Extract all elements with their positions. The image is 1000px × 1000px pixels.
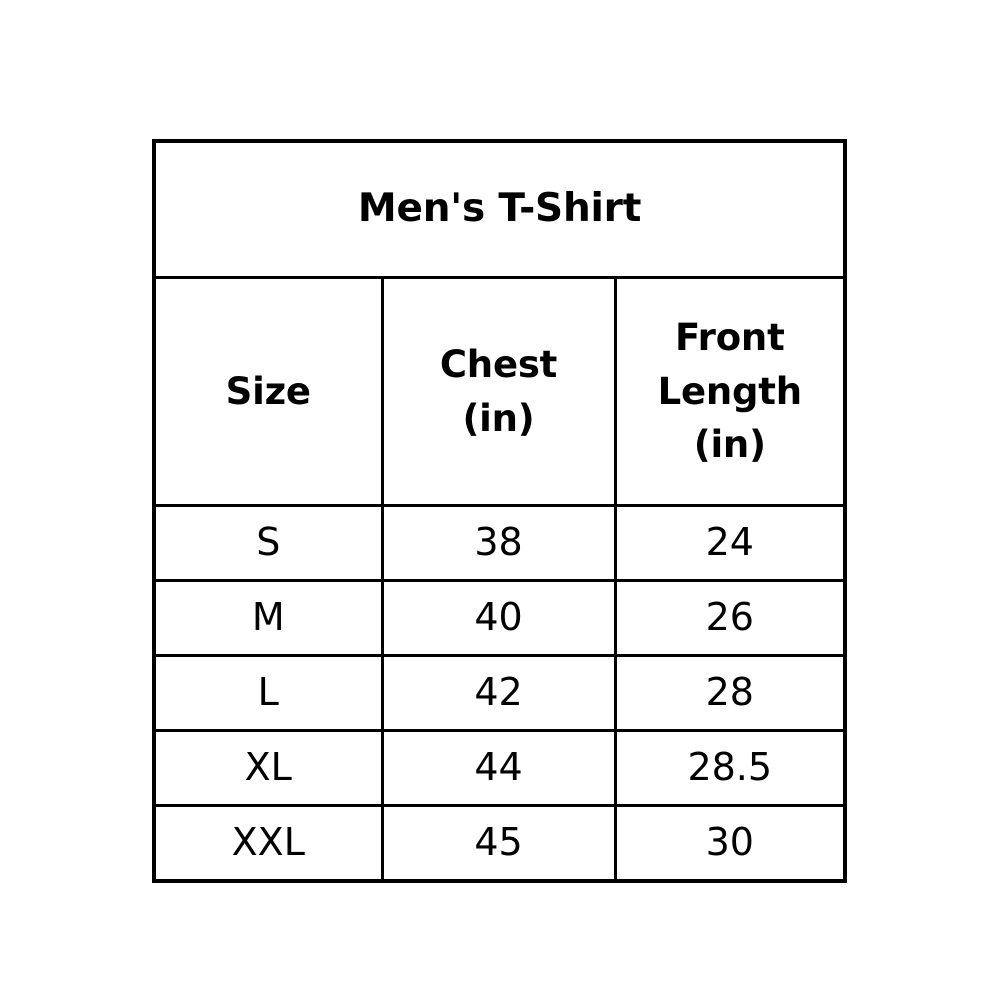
cell-size: S [152,504,384,582]
table-row: S 38 24 [152,504,847,582]
cell-size: M [152,579,384,657]
cell-size: L [152,654,384,732]
column-header-chest: Chest (in) [380,276,617,507]
cell-chest: 40 [380,579,617,657]
column-header-front-length-line-1: Front [674,316,785,360]
column-header-chest-line-2: (in) [462,396,535,440]
column-header-front-length: Front Length (in) [613,276,847,507]
chart-title: Men's T-Shirt [152,139,847,279]
column-header-front-length-line-3: (in) [693,423,766,467]
cell-front-length: 24 [613,504,847,582]
column-header-chest-line-1: Chest [439,342,558,386]
cell-front-length: 28 [613,654,847,732]
size-chart-table: Men's T-Shirt Size Chest (in) Front Leng… [152,139,848,883]
cell-front-length: 26 [613,579,847,657]
column-header-row: Size Chest (in) Front Length (in) [152,276,847,507]
cell-chest: 38 [380,504,617,582]
cell-chest: 44 [380,729,617,807]
column-header-size-line-1: Size [225,369,311,413]
table-row: M 40 26 [152,579,847,657]
cell-chest: 45 [380,804,617,883]
cell-front-length: 28.5 [613,729,847,807]
column-header-front-length-line-2: Length [657,369,803,413]
cell-front-length: 30 [613,804,847,883]
size-chart-container: Men's T-Shirt Size Chest (in) Front Leng… [152,139,848,883]
chart-title-row: Men's T-Shirt [152,139,847,279]
table-row: L 42 28 [152,654,847,732]
table-row: XL 44 28.5 [152,729,847,807]
cell-chest: 42 [380,654,617,732]
cell-size: XXL [152,804,384,883]
cell-size: XL [152,729,384,807]
table-row: XXL 45 30 [152,804,847,883]
column-header-size: Size [152,276,384,507]
